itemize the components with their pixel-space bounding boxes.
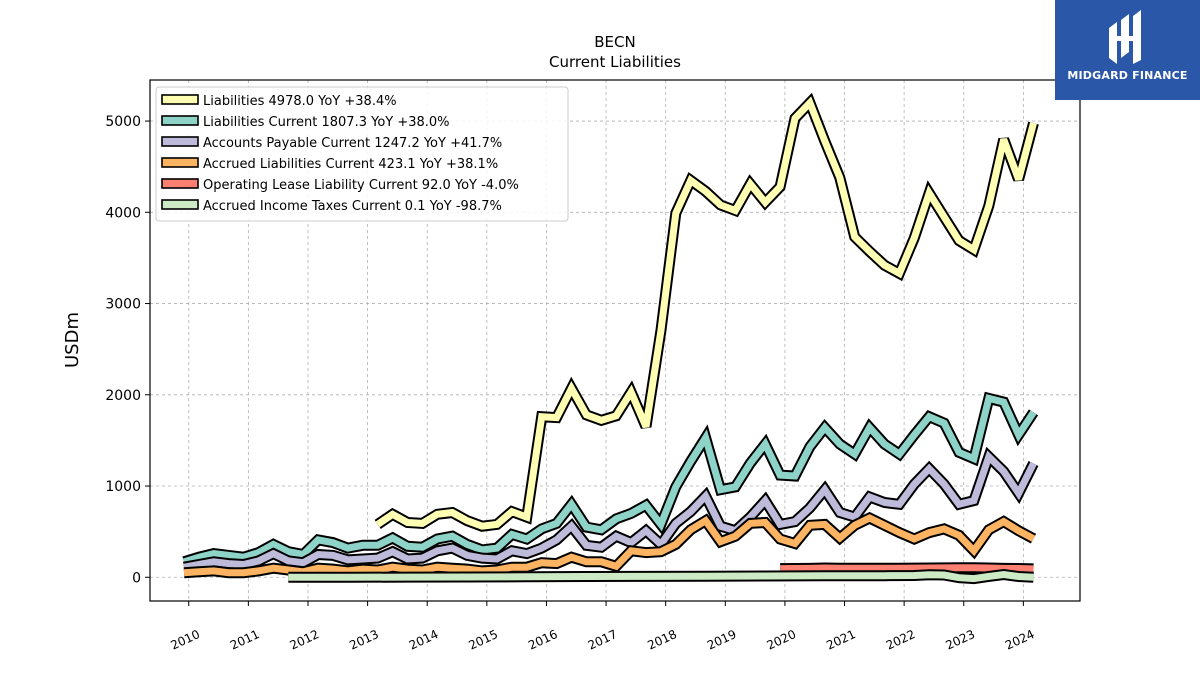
series-0	[374, 92, 1039, 532]
legend-swatch	[161, 178, 199, 189]
y-tick-label: 4000	[105, 205, 141, 221]
x-tick-label: 2022	[884, 627, 918, 653]
x-tick-label: 2013	[347, 627, 381, 653]
series-4	[780, 562, 1034, 575]
x-tick-label: 2017	[586, 627, 620, 653]
legend-swatch	[161, 136, 199, 147]
x-tick-label: 2024	[1003, 627, 1037, 653]
y-tick-label: 5000	[105, 114, 141, 130]
series-line	[780, 564, 1034, 573]
y-tick-label: 0	[132, 570, 141, 586]
chart-subtitle: Current Liabilities	[549, 53, 681, 71]
x-tick-label: 2020	[765, 627, 799, 653]
legend-label: Accounts Payable Current 1247.2 YoY +41.…	[203, 136, 502, 151]
y-tick-label: 1000	[105, 479, 141, 495]
series-line	[288, 570, 1034, 583]
legend-label: Operating Lease Liability Current 92.0 Y…	[203, 178, 519, 193]
legend-label: Liabilities Current 1807.3 YoY +38.0%	[203, 115, 450, 130]
series-line	[182, 394, 1037, 566]
x-tick-label: 2023	[943, 627, 977, 653]
series-2	[183, 446, 1039, 573]
brand-logo: MIDGARD FINANCE	[1055, 0, 1200, 100]
legend-swatch	[161, 115, 199, 126]
series-line	[183, 514, 1036, 577]
plot-frame	[149, 79, 1081, 602]
x-tick-label: 2016	[526, 627, 560, 653]
chart-title: BECN	[594, 33, 635, 51]
legend-box	[155, 86, 569, 222]
legend-label: Liabilities 4978.0 YoY +38.4%	[203, 94, 397, 109]
legend: Liabilities 4978.0 YoY +38.4% Liabilities…	[155, 86, 569, 222]
legend-label: Accrued Liabilities Current 423.1 YoY +3…	[203, 157, 498, 172]
x-tick-label: 2014	[407, 627, 441, 653]
brand-mark-icon	[1109, 10, 1141, 64]
legend-swatch	[161, 157, 199, 168]
x-tick-label: 2012	[288, 627, 322, 653]
legend-swatch	[161, 94, 199, 105]
x-tick-label: 2019	[705, 627, 739, 653]
brand-name: MIDGARD FINANCE	[1067, 69, 1188, 82]
x-tick-label: 2010	[168, 627, 202, 653]
legend-swatch	[161, 199, 199, 210]
y-axis-label: USDm	[62, 312, 83, 368]
series-3	[183, 511, 1037, 579]
x-tick-label: 2021	[824, 627, 858, 653]
series-5	[288, 568, 1034, 585]
series-line	[375, 96, 1037, 530]
x-tick-label: 2011	[228, 627, 262, 653]
legend-label: Accrued Income Taxes Current 0.1 YoY -98…	[203, 199, 502, 214]
y-tick-label: 2000	[105, 388, 141, 404]
y-axis: 0 1000 2000 3000 4000 5000	[105, 114, 150, 586]
x-axis: 2010 2011 2012 2013 2014 2015 2016 2017 2018 2019…	[168, 601, 1037, 653]
series-1	[182, 391, 1039, 568]
y-tick-label: 3000	[105, 297, 141, 313]
series-layer	[182, 92, 1039, 585]
x-tick-label: 2015	[466, 627, 500, 653]
x-tick-label: 2018	[645, 627, 679, 653]
series-line	[183, 450, 1037, 571]
